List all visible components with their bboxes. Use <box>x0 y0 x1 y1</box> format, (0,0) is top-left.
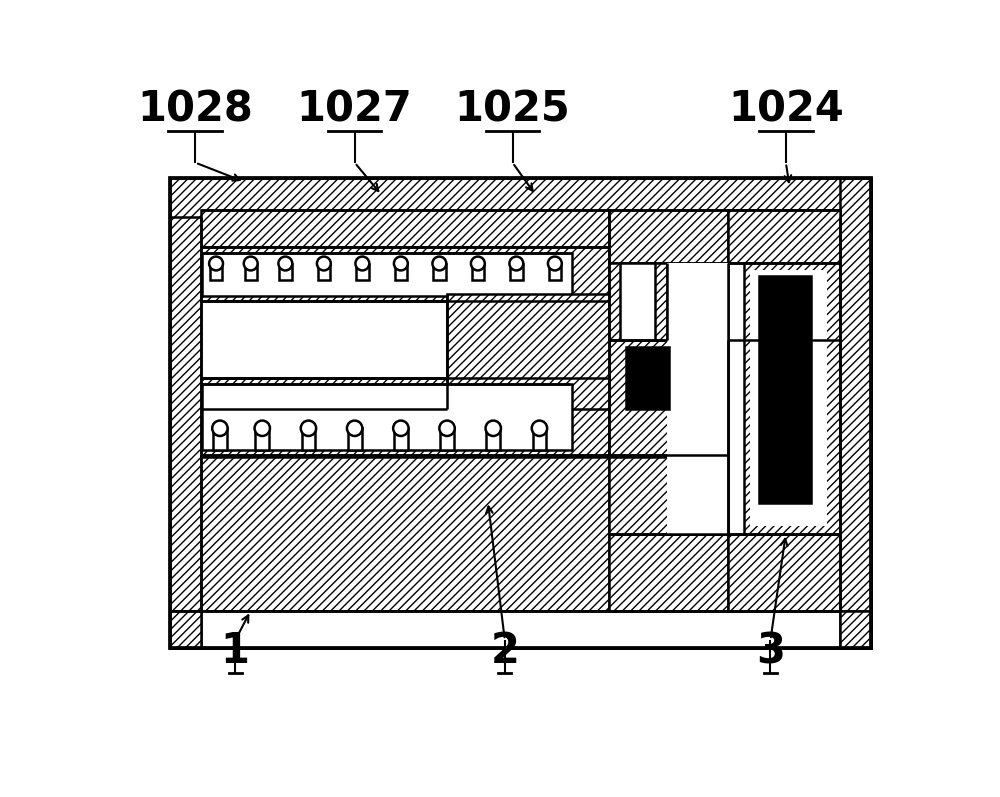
Bar <box>394 428 408 450</box>
Bar <box>609 263 666 340</box>
Bar <box>728 534 840 611</box>
Bar <box>170 611 871 648</box>
Bar <box>440 428 454 450</box>
Circle shape <box>486 421 501 436</box>
Bar <box>609 340 728 534</box>
Circle shape <box>548 257 562 270</box>
Bar <box>170 178 871 648</box>
Bar <box>170 178 871 648</box>
Bar <box>728 210 840 263</box>
Text: 1027: 1027 <box>297 88 413 130</box>
Bar <box>609 534 840 611</box>
Bar <box>170 611 201 648</box>
Bar <box>759 276 811 503</box>
Circle shape <box>432 257 446 270</box>
Text: 2: 2 <box>490 630 519 673</box>
Bar <box>433 264 446 281</box>
Circle shape <box>347 421 362 436</box>
Bar <box>210 264 222 281</box>
Bar <box>840 611 871 648</box>
Bar <box>728 210 840 263</box>
Bar <box>279 264 292 281</box>
Bar <box>245 264 257 281</box>
Bar <box>666 263 840 534</box>
Bar <box>201 301 447 379</box>
Bar <box>840 178 871 648</box>
Bar <box>549 264 561 281</box>
Circle shape <box>278 257 292 270</box>
Bar <box>609 340 728 455</box>
Bar <box>666 263 728 534</box>
Bar <box>213 428 227 450</box>
Circle shape <box>509 257 523 270</box>
Circle shape <box>439 421 455 436</box>
Bar <box>447 293 609 409</box>
Bar <box>318 264 330 281</box>
Circle shape <box>317 257 331 270</box>
Bar <box>728 263 840 534</box>
Bar <box>201 379 609 455</box>
Circle shape <box>244 257 258 270</box>
Bar <box>201 210 609 611</box>
Bar <box>609 457 728 534</box>
Bar <box>486 428 500 450</box>
Bar <box>201 457 609 611</box>
Circle shape <box>255 421 270 436</box>
Circle shape <box>209 257 223 270</box>
Text: 1028: 1028 <box>137 88 253 130</box>
Text: 1024: 1024 <box>728 88 844 130</box>
Bar <box>395 264 407 281</box>
Bar <box>620 263 655 340</box>
Bar <box>472 264 484 281</box>
Text: 1: 1 <box>221 630 250 673</box>
Circle shape <box>394 257 408 270</box>
Circle shape <box>301 421 316 436</box>
Bar <box>728 534 840 611</box>
Bar <box>201 611 840 648</box>
Bar <box>750 270 827 526</box>
Bar <box>255 428 269 450</box>
Bar <box>609 210 840 263</box>
Bar <box>202 253 572 296</box>
Circle shape <box>471 257 485 270</box>
Bar <box>510 264 523 281</box>
Circle shape <box>532 421 547 436</box>
Bar <box>202 383 572 450</box>
Bar <box>356 264 369 281</box>
Circle shape <box>355 257 369 270</box>
Bar <box>201 247 609 301</box>
Text: 1025: 1025 <box>455 88 570 130</box>
Text: 3: 3 <box>756 630 785 673</box>
Bar <box>609 210 840 611</box>
Bar <box>744 263 840 534</box>
Bar <box>170 611 201 648</box>
Bar <box>302 428 315 450</box>
Circle shape <box>393 421 409 436</box>
Bar <box>626 347 669 409</box>
Bar <box>533 428 546 450</box>
Bar <box>348 428 362 450</box>
Bar <box>201 210 609 247</box>
Bar <box>840 611 871 648</box>
Circle shape <box>212 421 228 436</box>
